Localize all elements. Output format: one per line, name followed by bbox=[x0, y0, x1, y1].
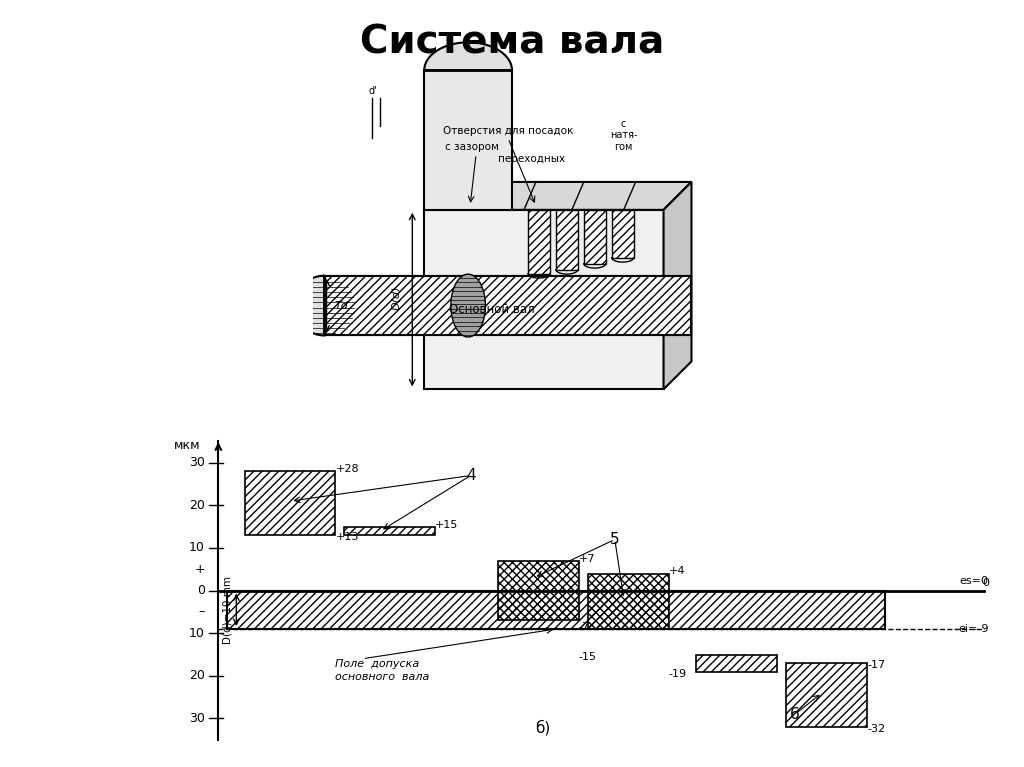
Bar bbox=[696, 654, 777, 672]
Text: +4: +4 bbox=[669, 566, 685, 577]
Text: мкм: мкм bbox=[174, 439, 201, 453]
Text: 20: 20 bbox=[188, 499, 205, 512]
Bar bbox=[246, 471, 336, 535]
Bar bbox=[786, 663, 867, 727]
Text: Td: Td bbox=[335, 301, 348, 311]
Bar bbox=[325, 275, 691, 335]
Text: +7: +7 bbox=[579, 554, 595, 564]
Polygon shape bbox=[451, 274, 485, 337]
Text: +: + bbox=[195, 563, 205, 576]
Text: 4: 4 bbox=[466, 468, 475, 483]
Text: с
натя-
гом: с натя- гом bbox=[610, 119, 637, 152]
Text: -17: -17 bbox=[867, 660, 886, 670]
Text: es=0: es=0 bbox=[959, 576, 989, 586]
Text: 30: 30 bbox=[188, 456, 205, 469]
Polygon shape bbox=[424, 182, 691, 210]
Text: ei=-9: ei=-9 bbox=[958, 624, 989, 634]
Text: Поле  допуска: Поле допуска bbox=[336, 659, 420, 669]
Polygon shape bbox=[664, 182, 691, 390]
Bar bbox=[611, 210, 634, 258]
Text: d': d' bbox=[369, 86, 377, 96]
Text: –: – bbox=[199, 605, 205, 618]
Text: 0: 0 bbox=[982, 578, 989, 588]
Text: переходных: переходных bbox=[499, 154, 565, 164]
Text: D(d): D(d) bbox=[391, 285, 401, 310]
Text: D(d)=10 mm: D(d)=10 mm bbox=[222, 576, 232, 644]
Bar bbox=[584, 210, 606, 264]
Bar bbox=[424, 210, 664, 390]
Bar bbox=[344, 527, 434, 535]
Text: 10: 10 bbox=[188, 627, 205, 640]
Text: 6: 6 bbox=[791, 706, 800, 722]
Bar bbox=[588, 574, 669, 629]
Text: Отверстия для посадок: Отверстия для посадок bbox=[442, 126, 573, 136]
Text: -32: -32 bbox=[867, 724, 886, 734]
Text: +13: +13 bbox=[336, 532, 358, 542]
Text: 5: 5 bbox=[610, 532, 620, 547]
Bar bbox=[424, 71, 512, 210]
Text: основного  вала: основного вала bbox=[336, 672, 430, 682]
Text: +15: +15 bbox=[434, 519, 458, 529]
Text: 10: 10 bbox=[188, 542, 205, 555]
Bar bbox=[227, 591, 885, 629]
Text: 0: 0 bbox=[197, 584, 205, 597]
Text: +28: +28 bbox=[336, 464, 359, 474]
Bar bbox=[498, 561, 579, 621]
Text: 30: 30 bbox=[188, 712, 205, 725]
Text: -15: -15 bbox=[579, 652, 597, 662]
Text: 20: 20 bbox=[188, 670, 205, 683]
Text: б): б) bbox=[536, 719, 550, 736]
Polygon shape bbox=[295, 275, 325, 335]
Bar bbox=[528, 210, 550, 274]
Text: -19: -19 bbox=[669, 669, 687, 679]
Text: Система вала: Система вала bbox=[359, 23, 665, 61]
Polygon shape bbox=[424, 42, 512, 71]
Text: -7: -7 bbox=[579, 622, 590, 632]
Text: с зазором: с зазором bbox=[445, 142, 499, 152]
Text: Основной вал: Основной вал bbox=[450, 303, 535, 316]
Bar bbox=[556, 210, 578, 270]
Bar bbox=[325, 275, 691, 335]
